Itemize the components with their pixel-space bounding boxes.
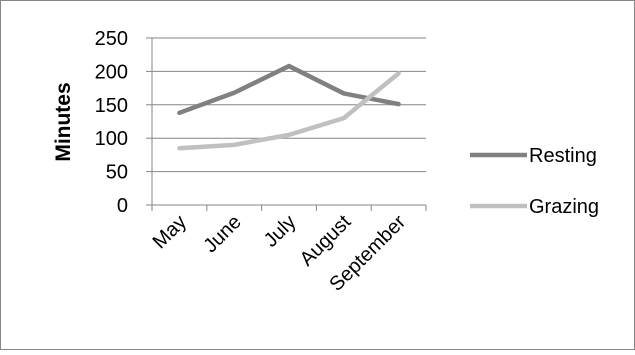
y-tick-label-250: 250 [95,28,128,50]
legend-label-grazing: Grazing [529,196,599,218]
y-tick-label-150: 150 [95,95,128,117]
y-axis-title: Minutes [52,82,75,161]
legend-label-resting: Resting [529,145,597,167]
y-tick-label-50: 50 [106,162,128,184]
y-tick-label-0: 0 [117,195,128,217]
y-tick-label-100: 100 [95,128,128,150]
y-tick-label-200: 200 [95,61,128,83]
